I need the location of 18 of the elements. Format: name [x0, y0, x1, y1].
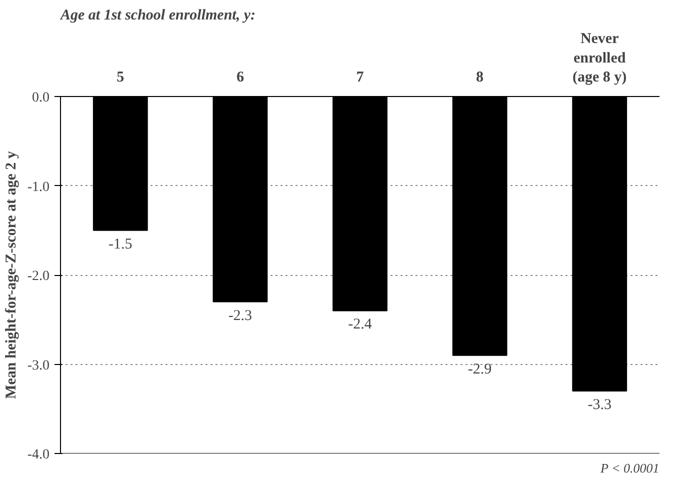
- y-tick-label: 0.0: [32, 90, 50, 106]
- text: P < 0.0001: [600, 460, 660, 476]
- data-label: -3.3: [588, 397, 612, 414]
- y-tick-label: -1.0: [27, 180, 50, 195]
- data-label: -2.4: [348, 316, 372, 333]
- y-axis-title: Mean height-for-age-Z-score at age 2 y: [3, 150, 20, 399]
- data-label: -2.9: [468, 361, 492, 378]
- x-tick-label: 5: [116, 70, 124, 86]
- y-tick-label: -3.0: [27, 358, 50, 374]
- y-tick-label: -4.0: [27, 448, 50, 462]
- x-tick-label: Never enrolled (age 8 y): [572, 31, 627, 86]
- chart-title: Age at 1st school enrollment, y:: [60, 8, 256, 24]
- y-tick-label: -2.0: [27, 269, 50, 284]
- data-label: -1.5: [108, 236, 132, 252]
- data-label: -2.3: [228, 308, 252, 324]
- x-tick-label: 7: [356, 70, 364, 86]
- x-tick-label: 8: [476, 70, 484, 86]
- x-tick-label: 6: [236, 70, 244, 86]
